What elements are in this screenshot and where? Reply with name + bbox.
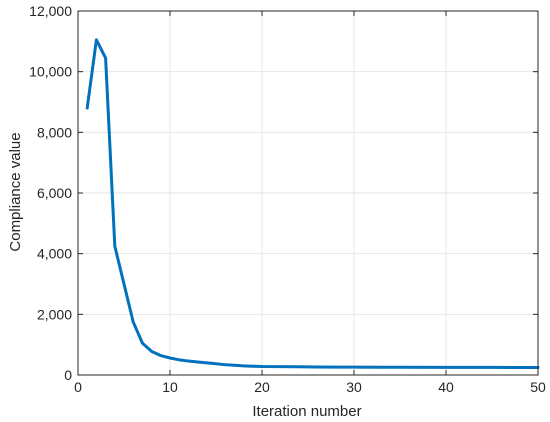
x-tick-label: 20 [254,379,270,395]
y-tick-label: 0 [64,367,72,383]
x-tick-label: 10 [162,379,178,395]
tick-labels: 0 10 20 30 40 50 0 2,000 4,000 6,000 8,000 10,000 12… [29,3,546,395]
grid-lines [77,10,539,376]
y-tick-label: 8,000 [37,124,72,140]
y-axis-title: Compliance value [7,132,24,251]
y-tick-label: 6,000 [37,185,72,201]
y-tick-label: 10,000 [29,64,72,80]
x-tick-label: 50 [530,379,546,395]
y-tick-label: 4,000 [37,246,72,262]
x-tick-label: 30 [346,379,362,395]
x-tick-label: 40 [438,379,454,395]
series-layer [85,38,540,369]
x-tick-label: 0 [74,379,82,395]
series-line [85,38,540,369]
y-tick-label: 12,000 [29,3,72,19]
x-axis-title: Iteration number [252,403,361,420]
axes [77,10,539,376]
y-tick-label: 2,000 [37,306,72,322]
